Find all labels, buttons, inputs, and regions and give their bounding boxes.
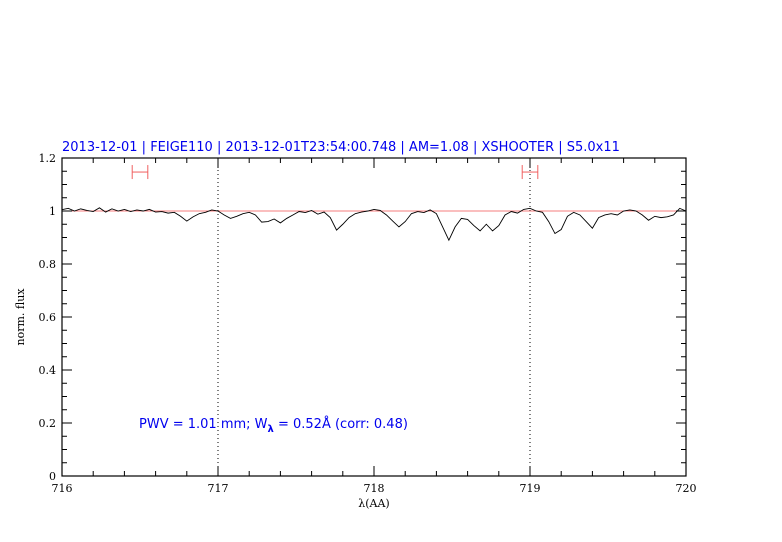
y-tick-label: 1 <box>49 205 56 218</box>
x-axis-label: λ(AA) <box>358 497 389 510</box>
annotation: PWV = 1.01 mm; Wλ = 0.52Å (corr: 0.48) <box>139 416 408 435</box>
x-tick-label: 718 <box>364 482 385 495</box>
annotation-rest: = 0.52Å (corr: 0.48) <box>274 416 408 432</box>
annotation-subscript: λ <box>268 424 275 435</box>
y-tick-label: 0 <box>49 470 56 483</box>
y-tick-label: 0.8 <box>39 258 57 271</box>
x-tick-label: 719 <box>520 482 541 495</box>
y-tick-label: 0.6 <box>39 311 57 324</box>
chart-title: 2013-12-01 | FEIGE110 | 2013-12-01T23:54… <box>62 140 620 155</box>
x-tick-label: 720 <box>676 482 697 495</box>
spectrum-line <box>61 207 687 242</box>
y-axis-label: norm. flux <box>14 288 27 346</box>
x-tick-label: 716 <box>52 482 73 495</box>
annotation-pwv: PWV = 1.01 mm; W <box>139 417 268 432</box>
x-tick-label: 717 <box>208 482 229 495</box>
y-tick-label: 0.2 <box>39 417 57 430</box>
y-tick-label: 1.2 <box>39 152 57 165</box>
y-tick-label: 0.4 <box>39 364 57 377</box>
